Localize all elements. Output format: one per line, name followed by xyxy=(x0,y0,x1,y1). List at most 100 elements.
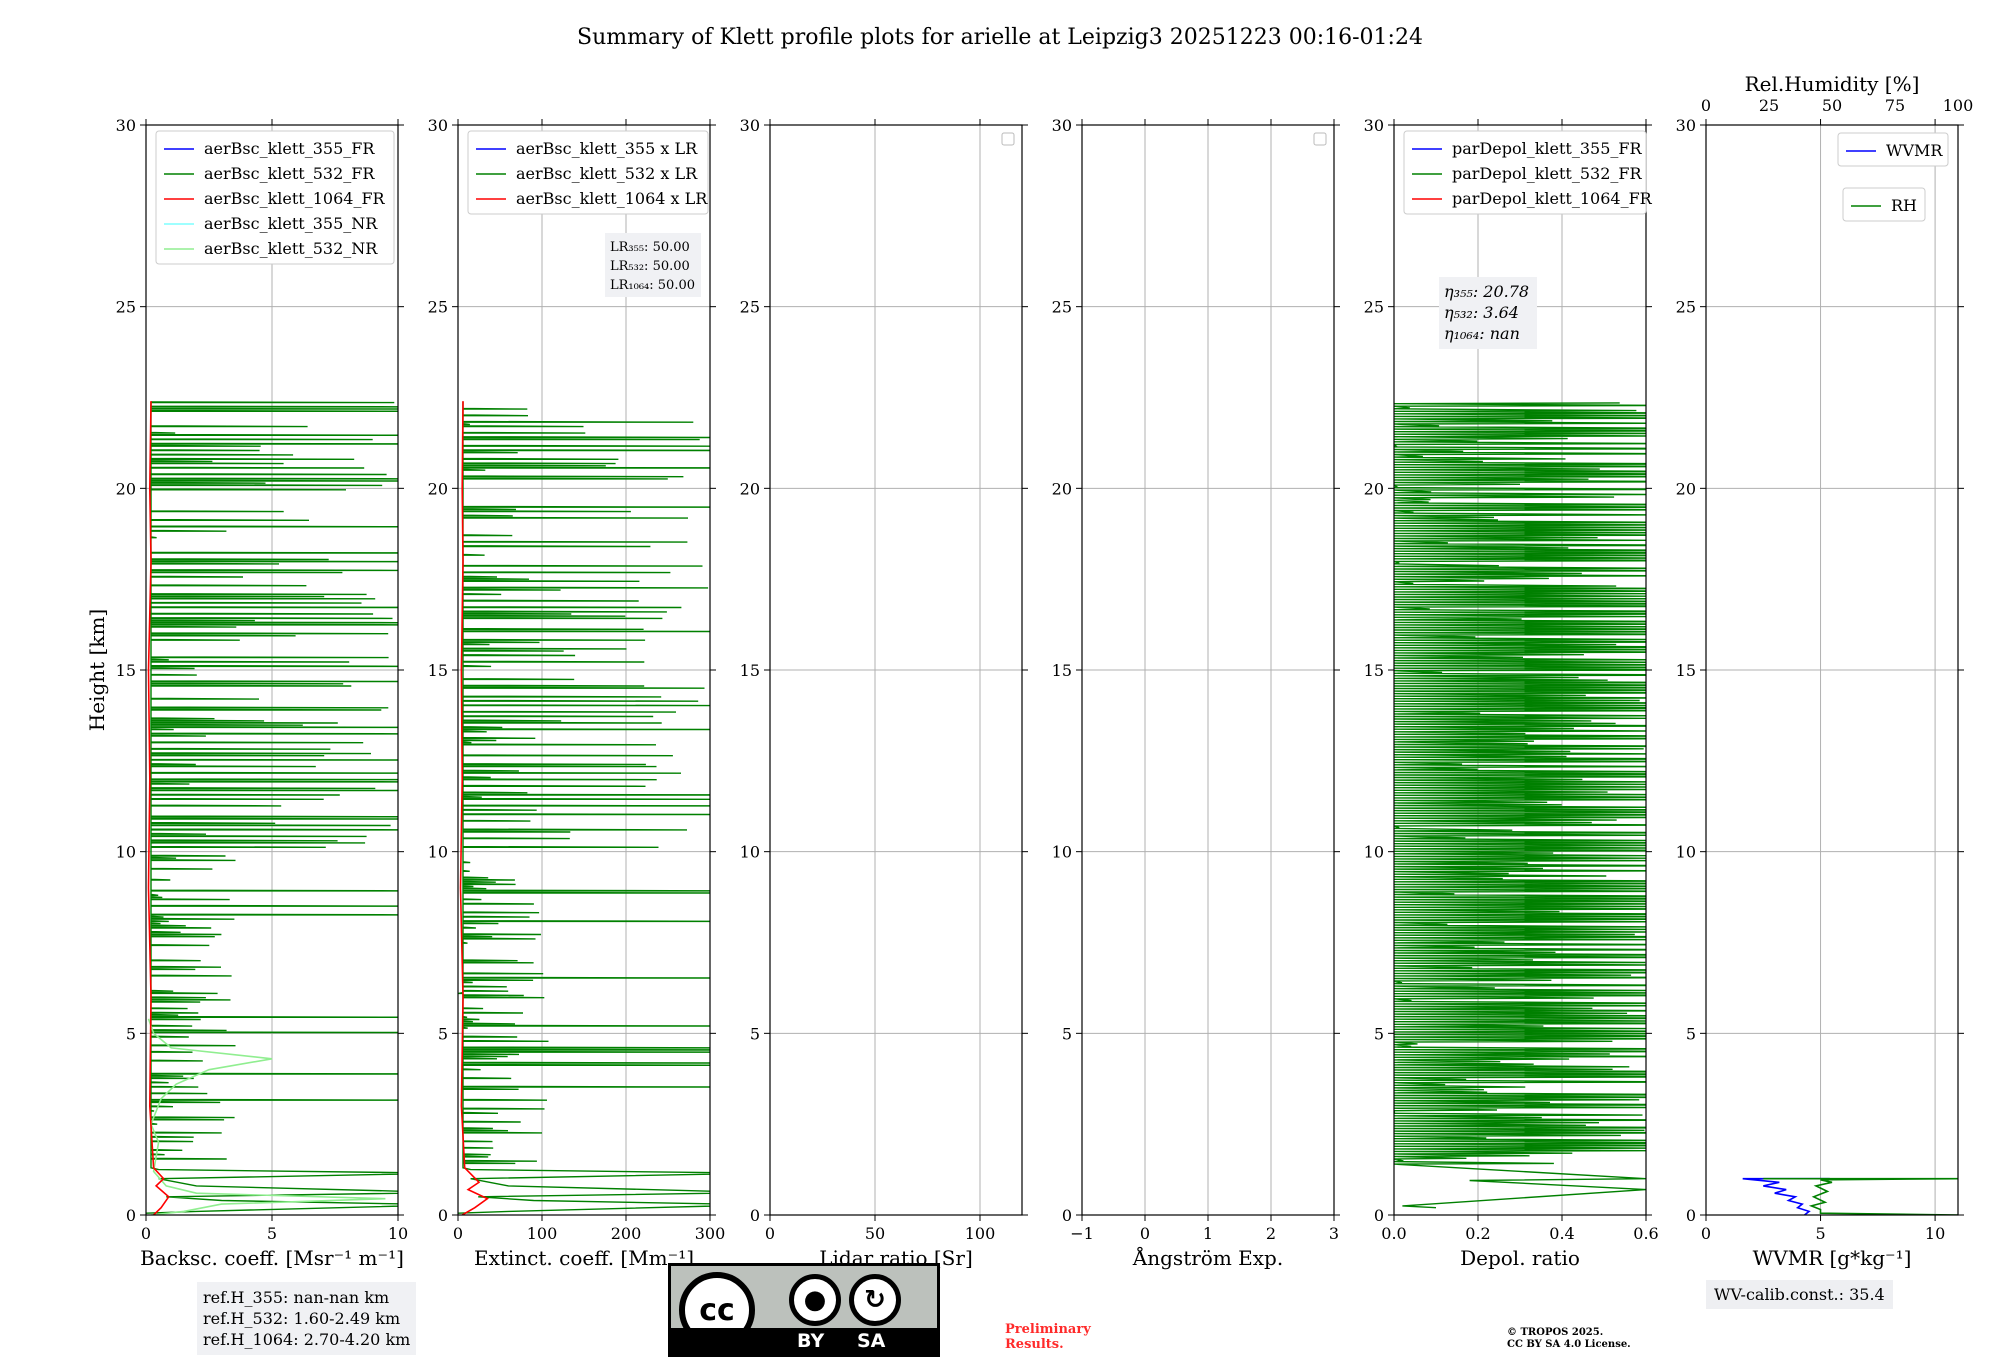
x-tick-label: 0.2 xyxy=(1465,1224,1490,1243)
y-tick-label: 10 xyxy=(1052,843,1072,862)
legend-frame xyxy=(1837,132,1949,167)
wv-calib-box: WV-calib.const.: 35.4 xyxy=(1706,1280,1893,1309)
y-tick-label: 0 xyxy=(438,1206,448,1225)
legend-rh: RH xyxy=(1842,187,1926,222)
eta-value-eta1064: η₁₀₆₄: nan xyxy=(1444,324,1520,343)
legend-label: parDepol_klett_532_FR xyxy=(1452,164,1643,183)
reference-height-box: ref.H_355: nan-nan km ref.H_532: 1.60-2.… xyxy=(197,1282,417,1355)
logo-bar xyxy=(671,1328,937,1354)
ref-h-1064: ref.H_1064: 2.70-4.20 km xyxy=(203,1330,411,1349)
x-tick-label: 10 xyxy=(388,1224,408,1243)
lr-value-lr532: LR₅₃₂: 50.00 xyxy=(610,259,690,274)
y-tick-label: 20 xyxy=(1364,479,1384,498)
legend: WVMR xyxy=(1837,132,1949,167)
series-aerBsc_klett_1064_FR xyxy=(147,401,170,1215)
y-tick-label: 20 xyxy=(1052,479,1072,498)
series-WVMR xyxy=(1742,1177,1830,1215)
series-group xyxy=(146,401,398,1215)
y-tick-label: 25 xyxy=(428,298,448,317)
series-aerBsc_klett_532 x LR xyxy=(458,401,710,1214)
x-tick-label: 50 xyxy=(865,1224,885,1243)
y-tick-label: 5 xyxy=(1062,1024,1072,1043)
series-aerBsc_klett_1064 x LR xyxy=(459,401,489,1215)
y-tick-label: 0 xyxy=(750,1206,760,1225)
y-tick-label: 10 xyxy=(740,843,760,862)
x-tick-label: 100 xyxy=(527,1224,558,1243)
legend-label: aerBsc_klett_355_NR xyxy=(204,214,378,233)
legend: aerBsc_klett_355 x LR aerBsc_klett_532 x … xyxy=(467,130,709,215)
legend-label: aerBsc_klett_532 x LR xyxy=(516,164,698,183)
series-aerBsc_klett_532_FR xyxy=(146,401,398,1214)
x-tick-label: 0 xyxy=(765,1224,775,1243)
x-axis-label: Depol. ratio xyxy=(1460,1246,1580,1270)
y-tick-label: 0 xyxy=(126,1206,136,1225)
y-tick-label: 0 xyxy=(1374,1206,1384,1225)
y-tick-label: 15 xyxy=(1364,661,1384,680)
top-x-tick-label: 100 xyxy=(1943,96,1974,115)
lr-value-lr355: LR₃₅₅: 50.00 xyxy=(610,240,690,255)
series-group xyxy=(1394,402,1646,1209)
x-tick-label: 100 xyxy=(965,1224,996,1243)
x-tick-label: 0 xyxy=(1701,1224,1711,1243)
x-tick-label: −1 xyxy=(1070,1224,1094,1243)
y-tick-label: 10 xyxy=(428,843,448,862)
panel-bsc: 0 5 10 0 5 10 15 20 25 30 Backsc. coeff. [Msr⁻¹ m⁻… xyxy=(116,116,409,1270)
y-tick-label: 25 xyxy=(116,298,136,317)
x-axis-label: Ångström Exp. xyxy=(1132,1245,1283,1270)
eta-box xyxy=(1439,277,1537,349)
legend-label: aerBsc_klett_532_FR xyxy=(204,164,375,183)
y-tick-label: 20 xyxy=(1676,479,1696,498)
x-tick-label: 5 xyxy=(1815,1224,1825,1243)
sa-label: SA xyxy=(857,1330,886,1352)
y-tick-label: 5 xyxy=(1686,1024,1696,1043)
y-tick-label: 5 xyxy=(1374,1024,1384,1043)
y-tick-label: 20 xyxy=(428,479,448,498)
x-axis-label: WVMR [g*kg⁻¹] xyxy=(1753,1246,1912,1270)
x-axis-label: Extinct. coeff. [Mm⁻¹] xyxy=(474,1246,694,1270)
preliminary-note: Preliminary Results. xyxy=(1005,1322,1091,1352)
y-tick-label: 15 xyxy=(740,661,760,680)
x-tick-label: 3 xyxy=(1329,1224,1339,1243)
top-x-tick-label: 50 xyxy=(1822,96,1842,115)
y-tick-label: 15 xyxy=(1052,661,1072,680)
x-tick-label: 0 xyxy=(141,1224,151,1243)
series-aerBsc_klett_532_NR xyxy=(147,1018,386,1215)
top-x-tick-label: 75 xyxy=(1885,96,1905,115)
y-tick-label: 20 xyxy=(740,479,760,498)
legend-label: aerBsc_klett_355_FR xyxy=(204,139,375,158)
x-tick-label: 0 xyxy=(1140,1224,1150,1243)
y-tick-label: 25 xyxy=(740,298,760,317)
y-tick-label: 25 xyxy=(1052,298,1072,317)
y-tick-label: 15 xyxy=(428,661,448,680)
y-tick-label: 5 xyxy=(750,1024,760,1043)
empty-legend xyxy=(1313,132,1327,146)
by-label: BY xyxy=(797,1330,825,1352)
y-tick-label: 30 xyxy=(116,116,136,135)
eta-value-eta355: η₃₅₅: 20.78 xyxy=(1444,282,1529,301)
y-tick-label: 25 xyxy=(1364,298,1384,317)
empty-legend xyxy=(1001,132,1015,146)
series-parDepol_klett_532_FR xyxy=(1394,402,1646,1209)
y-tick-label: 15 xyxy=(116,661,136,680)
y-tick-label: 10 xyxy=(1364,843,1384,862)
legend-frame xyxy=(1403,130,1647,215)
x-tick-label: 200 xyxy=(611,1224,642,1243)
legend-label: aerBsc_klett_1064 x LR xyxy=(516,189,708,208)
lr-box xyxy=(605,233,701,297)
legend-label: RH xyxy=(1891,196,1917,215)
x-tick-label: 2 xyxy=(1266,1224,1276,1243)
top-x-axis-label: Rel.Humidity [%] xyxy=(1745,72,1920,96)
legend-frame xyxy=(467,130,709,215)
y-tick-label: 25 xyxy=(1676,298,1696,317)
legend-frame xyxy=(155,130,395,265)
x-tick-label: 0.6 xyxy=(1633,1224,1658,1243)
legend: aerBsc_klett_355_FR aerBsc_klett_532_FRae… xyxy=(155,130,395,265)
x-tick-label: 0.4 xyxy=(1549,1224,1574,1243)
x-axis-label: Backsc. coeff. [Msr⁻¹ m⁻¹] xyxy=(140,1246,404,1270)
y-tick-label: 0 xyxy=(1686,1206,1696,1225)
legend-label: parDepol_klett_1064_FR xyxy=(1452,189,1653,208)
